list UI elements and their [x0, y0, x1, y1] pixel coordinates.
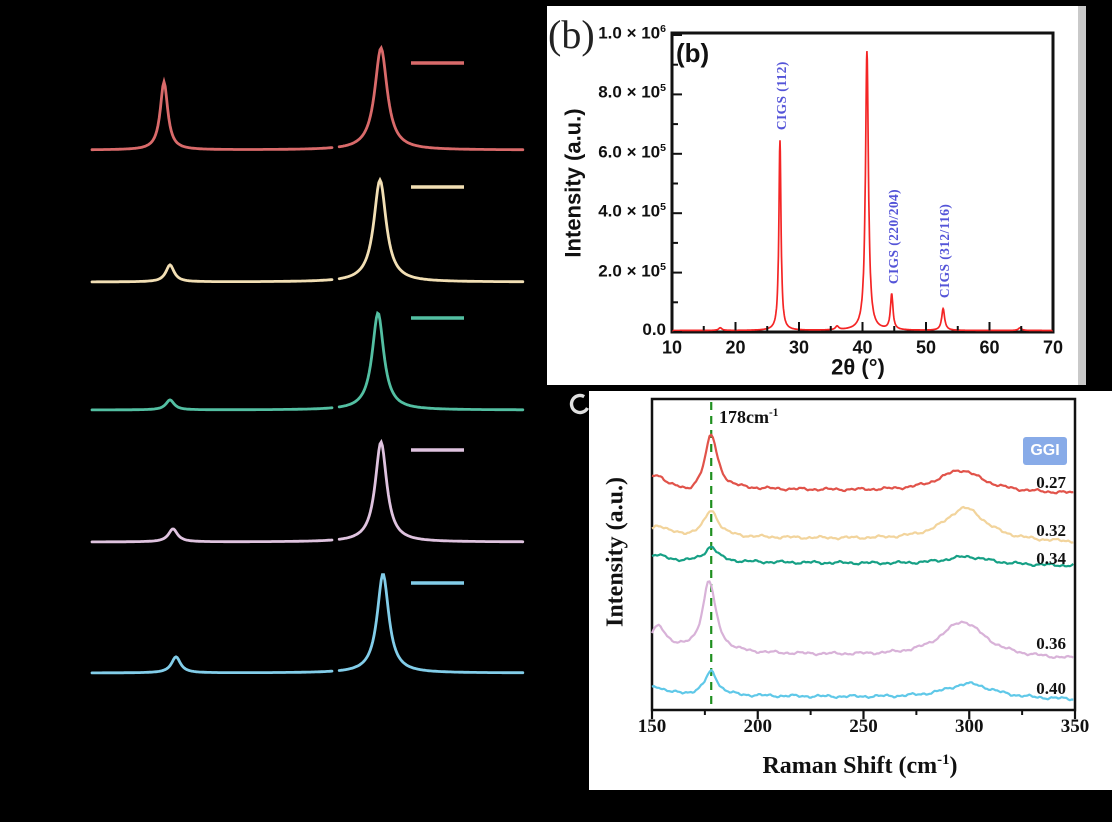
- panel-b-x-tick-label-70: 70: [1042, 337, 1064, 358]
- panel-b-outer-label: (b): [548, 12, 595, 57]
- raman-series-label-0.32: 0.32: [1036, 521, 1066, 540]
- panel-b-plot-frame: [670, 31, 1055, 334]
- panel-b-y-tick-exponent: 5: [660, 260, 666, 273]
- panel-b-y-tick-exponent: 5: [660, 82, 666, 95]
- xrd-curve-cream: [90, 176, 525, 284]
- panel-b-y-tick-mantissa: 1.0 × 10: [598, 23, 661, 43]
- panel-c-x-tick-label-250: 250: [849, 716, 878, 738]
- panel-b-x-axis-label: 2θ (°): [831, 354, 885, 380]
- panel-c-x-tick-label-200: 200: [743, 716, 773, 738]
- panel-b-y-tick-mantissa: 6.0 × 10: [598, 142, 661, 162]
- panel-c-y-axis-label: Intensity (a.u.): [602, 476, 629, 628]
- panel-b-y-tick-label-0: 0.0: [554, 321, 666, 339]
- raman-178-annotation-text: 178cm: [719, 407, 769, 427]
- raman-curve-ggi-0.40: [651, 669, 1074, 702]
- raman-series-label-0.34: 0.34: [1036, 549, 1066, 568]
- panel-b-y-tick-mantissa: 4.0 × 10: [598, 201, 661, 221]
- clipped-panel-c-label-arc: [569, 393, 591, 415]
- panel-c-x-tick-label-150: 150: [637, 716, 667, 738]
- raman-series-label-0.36: 0.36: [1036, 634, 1066, 653]
- raman-178-annotation-sup: -1: [768, 407, 779, 419]
- panel-b-inner-label: (b): [676, 38, 710, 68]
- xrd-curve-blue: [90, 573, 525, 675]
- panel-b-y-tick-label-800000: 8.0 × 105: [554, 83, 666, 102]
- panel-b-x-tick-label-60: 60: [979, 337, 1000, 358]
- panel-b-x-tick-label-50: 50: [915, 337, 937, 358]
- raman-curve-ggi-0.36: [651, 580, 1074, 659]
- panel-b-x-tick-label-10: 10: [661, 337, 683, 358]
- raman-series-label-0.27: 0.27: [1036, 473, 1066, 492]
- raman-curve-ggi-0.27: [651, 433, 1074, 495]
- xrd-curve-teal: [90, 310, 525, 412]
- xrd-curve-red: [90, 44, 525, 152]
- panel-c-plot-frame: [650, 397, 1077, 712]
- panel-c-x-axis-label: Raman Shift (cm-1): [762, 751, 958, 779]
- panel-b-y-axis-label: Intensity (a.u.): [560, 108, 586, 258]
- panel-b-x-tick-label-40: 40: [852, 337, 873, 358]
- panel-c-x-axis-label-text: Raman Shift (cm: [762, 752, 938, 779]
- panel-c-x-tick-label-300: 300: [955, 716, 984, 738]
- panel-b-y-tick-mantissa: 0.0: [642, 320, 666, 339]
- panel-b-peak-annotation-0: CIGS (112): [773, 61, 789, 131]
- panel-b-y-tick-exponent: 6: [660, 23, 666, 35]
- raman-curve-ggi-0.34: [651, 545, 1074, 568]
- panel-b-peak-annotation-2: CIGS (312/116): [936, 203, 952, 299]
- xrd-curve-pink: [90, 438, 525, 544]
- panel-b-y-tick-mantissa: 8.0 × 10: [598, 83, 661, 103]
- panel-b-y-tick-exponent: 5: [660, 201, 666, 214]
- panel-b-edge-shadow: [1078, 6, 1086, 385]
- raman-series-label-0.40: 0.40: [1036, 679, 1066, 698]
- raman-curve-ggi-0.32: [651, 505, 1074, 544]
- xrd-panel-b-background: [547, 6, 1086, 385]
- panel-b-y-tick-label-400000: 4.0 × 105: [554, 202, 666, 221]
- panel-b-x-tick-label-20: 20: [725, 337, 746, 358]
- panel-b-y-tick-label-1000000: 1.0 × 106: [554, 23, 666, 43]
- raman-178-annotation: 178cm-1: [719, 407, 779, 427]
- panel-b-y-tick-label-200000: 2.0 × 105: [554, 260, 666, 281]
- panel-b-y-tick-mantissa: 2.0 × 10: [598, 261, 661, 281]
- panel-b-y-tick-exponent: 5: [660, 141, 666, 154]
- xrd-cigs-curve: [672, 51, 1053, 332]
- panel-b-y-tick-label-600000: 6.0 × 105: [554, 141, 666, 162]
- panel-c-x-tick-label-350: 350: [1060, 716, 1090, 738]
- panel-b-x-tick-label-30: 30: [788, 337, 810, 358]
- panel-b-peak-annotation-1: CIGS (220/204): [885, 188, 901, 285]
- panel-c-x-axis-label-sup: -1: [937, 751, 950, 768]
- ggi-legend-badge: GGI: [1023, 437, 1067, 465]
- panel-c-x-axis-label-close: ): [949, 752, 958, 779]
